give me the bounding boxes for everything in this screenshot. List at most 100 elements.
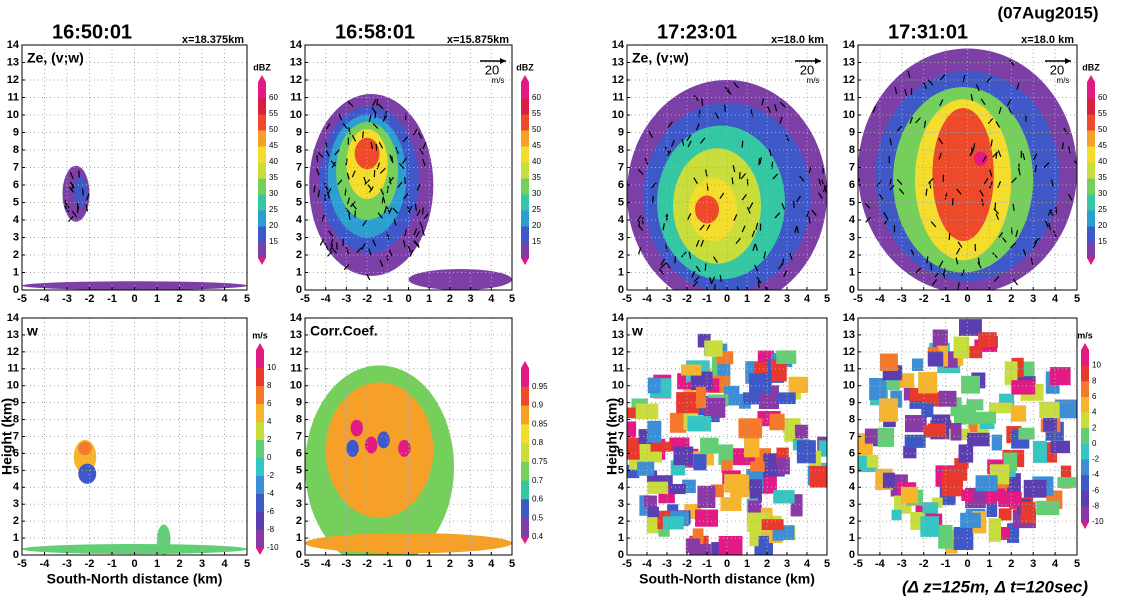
- field-cell: [1018, 428, 1034, 440]
- colorbar-swatch: [521, 481, 529, 500]
- field-cell: [637, 462, 654, 476]
- colorbar-swatch: [1081, 413, 1089, 429]
- field-cell: [918, 372, 937, 394]
- colorbar-unit: dBZ: [253, 62, 271, 72]
- colorbar-tick-label: 40: [1098, 157, 1107, 166]
- y-tick-label: 11: [612, 91, 624, 103]
- colorbar-swatch: [256, 440, 264, 459]
- colorbar-tick-label: 35: [532, 173, 541, 182]
- wind-vector: [317, 155, 318, 162]
- x-tick-label: -4: [321, 293, 332, 305]
- colorbar-tick-label: -10: [267, 543, 279, 552]
- colorbar-swatch: [1087, 82, 1095, 99]
- colorbar-swatch: [521, 368, 529, 387]
- x-tick-label: -3: [897, 293, 907, 305]
- x-tick-label: 4: [221, 558, 228, 570]
- colorbar-tick-label: 30: [1098, 189, 1107, 198]
- y-tick-label: 0: [296, 284, 302, 296]
- y-tick-label: 1: [849, 266, 855, 278]
- x-tick-label: -2: [85, 293, 95, 305]
- field-area: [377, 431, 389, 448]
- colorbar-swatch: [258, 98, 266, 115]
- colorbar-tick-label: 55: [269, 109, 278, 118]
- field-cell: [648, 378, 661, 394]
- field-cell: [1051, 441, 1070, 453]
- y-tick-label: 12: [290, 74, 302, 86]
- field-cell: [1036, 501, 1059, 515]
- field-cell: [669, 484, 685, 494]
- colorbar-swatch: [256, 404, 264, 423]
- field-cell: [724, 474, 747, 493]
- colorbar-swatch: [256, 386, 264, 405]
- colorbar-tick-label: 4: [1092, 408, 1097, 417]
- y-tick-label: 10: [612, 380, 624, 392]
- colorbar-swatch: [1081, 381, 1089, 397]
- field-cell: [954, 405, 976, 425]
- y-tick-label: 12: [843, 74, 855, 86]
- colorbar-swatch: [1081, 475, 1089, 491]
- y-tick-label: 11: [843, 91, 855, 103]
- colorbar-swatch: [256, 530, 264, 549]
- panel-label: Ze, (v;w): [632, 50, 689, 66]
- y-tick-label: 11: [290, 91, 302, 103]
- field-cell: [762, 519, 784, 530]
- x-tick-label: -1: [383, 293, 393, 305]
- field-cell: [673, 446, 693, 465]
- colorbar-tick-label: 50: [532, 125, 541, 134]
- y-tick-label: 0: [618, 284, 624, 296]
- y-tick-label: 13: [843, 56, 855, 68]
- colorbar-swatch: [256, 368, 264, 387]
- scale-unit: m/s: [1057, 76, 1070, 85]
- wind-vector: [83, 188, 84, 195]
- colorbar-tick-label: -4: [267, 489, 275, 498]
- field-cell: [973, 412, 996, 424]
- y-tick-label: 5: [296, 464, 302, 476]
- y-tick-label: 11: [7, 91, 19, 103]
- colorbar-tick-label: 0.95: [532, 382, 548, 391]
- scale-unit: m/s: [807, 76, 820, 85]
- y-tick-label: 1: [849, 532, 855, 544]
- field-cell: [967, 433, 990, 447]
- panel-time: 17:31:01: [888, 21, 968, 43]
- y-tick-label: 14: [612, 39, 625, 51]
- field-cell: [623, 421, 636, 437]
- wind-vector: [1056, 207, 1057, 214]
- colorbar-swatch: [1087, 162, 1095, 179]
- wind-vector: [702, 99, 703, 106]
- x-tick-label: 0: [405, 293, 411, 305]
- field-cell: [693, 454, 706, 470]
- y-tick-label: 12: [612, 74, 624, 86]
- field-cell: [920, 516, 939, 537]
- y-tick-label: 5: [13, 196, 19, 208]
- x-tick-label: 1: [154, 558, 160, 570]
- wind-vector: [363, 131, 364, 138]
- panel-position: x=15.875km: [447, 34, 509, 46]
- field-cell: [954, 337, 970, 359]
- wind-vector: [699, 110, 700, 117]
- x-tick-label: -2: [85, 558, 95, 570]
- y-tick-label: 14: [290, 39, 303, 51]
- wind-vector: [972, 147, 973, 154]
- panel-label: w: [631, 323, 643, 339]
- colorbar-tick-label: 0.8: [532, 438, 544, 447]
- wind-vector: [376, 144, 377, 151]
- field-area: [74, 176, 88, 208]
- x-tick-label: 0: [131, 558, 137, 570]
- colorbar-tick-label: 0.75: [532, 457, 548, 466]
- field-cell: [961, 490, 973, 501]
- x-axis-title: South-North distance (km): [639, 571, 815, 587]
- field-cell: [650, 442, 671, 452]
- colorbar-tick-label: 40: [532, 157, 541, 166]
- y-tick-label: 12: [843, 346, 855, 358]
- field-cell: [644, 496, 657, 508]
- field-cell: [777, 457, 790, 474]
- colorbar-tick-label: 25: [532, 205, 541, 214]
- colorbar-swatch: [1081, 350, 1089, 366]
- x-tick-label: 3: [468, 558, 474, 570]
- y-tick-label: 11: [290, 363, 302, 375]
- x-tick-label: 4: [488, 558, 495, 570]
- colorbar-swatch: [256, 512, 264, 531]
- y-axis-title: Height (km): [0, 398, 15, 475]
- x-tick-label: -4: [642, 293, 653, 305]
- y-tick-label: 11: [7, 363, 19, 375]
